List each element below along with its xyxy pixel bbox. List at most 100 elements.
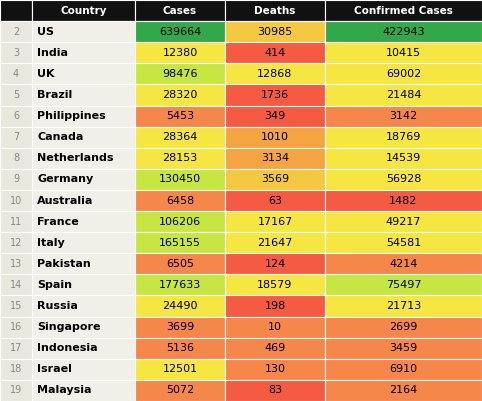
Bar bbox=[0, 253, 32, 274]
Text: 15: 15 bbox=[10, 301, 22, 311]
Text: 17167: 17167 bbox=[257, 217, 293, 227]
Bar bbox=[135, 21, 225, 42]
Bar bbox=[32, 127, 135, 148]
Text: 28153: 28153 bbox=[162, 153, 198, 163]
Bar bbox=[325, 169, 482, 190]
Bar bbox=[135, 211, 225, 232]
Bar bbox=[325, 274, 482, 296]
Text: 165155: 165155 bbox=[159, 238, 201, 248]
Bar bbox=[32, 169, 135, 190]
Bar bbox=[0, 296, 32, 316]
Bar bbox=[135, 338, 225, 359]
Bar bbox=[32, 190, 135, 211]
Text: 63: 63 bbox=[268, 196, 282, 205]
Bar bbox=[225, 274, 325, 296]
Text: 6910: 6910 bbox=[389, 365, 417, 375]
Bar bbox=[225, 211, 325, 232]
Text: 198: 198 bbox=[264, 301, 286, 311]
Text: Pakistan: Pakistan bbox=[37, 259, 91, 269]
Bar bbox=[325, 148, 482, 169]
Text: 16: 16 bbox=[10, 322, 22, 332]
Text: 21713: 21713 bbox=[386, 301, 421, 311]
Text: Russia: Russia bbox=[37, 301, 78, 311]
Bar bbox=[135, 0, 225, 21]
Text: 12501: 12501 bbox=[162, 365, 198, 375]
Bar bbox=[225, 316, 325, 338]
Text: 17: 17 bbox=[10, 343, 22, 353]
Bar bbox=[135, 85, 225, 105]
Bar bbox=[135, 105, 225, 127]
Text: 10415: 10415 bbox=[386, 48, 421, 58]
Bar bbox=[135, 296, 225, 316]
Text: 18579: 18579 bbox=[257, 280, 293, 290]
Bar bbox=[225, 42, 325, 63]
Bar bbox=[325, 296, 482, 316]
Text: Malaysia: Malaysia bbox=[37, 385, 92, 395]
Text: 10: 10 bbox=[268, 322, 282, 332]
Bar bbox=[32, 42, 135, 63]
Bar bbox=[325, 359, 482, 380]
Text: 6505: 6505 bbox=[166, 259, 194, 269]
Text: 18769: 18769 bbox=[386, 132, 421, 142]
Text: Canada: Canada bbox=[37, 132, 83, 142]
Text: 6458: 6458 bbox=[166, 196, 194, 205]
Bar bbox=[325, 190, 482, 211]
Bar bbox=[135, 169, 225, 190]
Text: 422943: 422943 bbox=[382, 26, 425, 36]
Text: 177633: 177633 bbox=[159, 280, 201, 290]
Bar bbox=[32, 211, 135, 232]
Bar bbox=[135, 274, 225, 296]
Bar bbox=[325, 105, 482, 127]
Bar bbox=[225, 296, 325, 316]
Text: 2699: 2699 bbox=[389, 322, 418, 332]
Bar bbox=[32, 274, 135, 296]
Text: 130450: 130450 bbox=[159, 174, 201, 184]
Bar bbox=[225, 85, 325, 105]
Bar bbox=[0, 127, 32, 148]
Text: 2: 2 bbox=[13, 26, 19, 36]
Bar bbox=[32, 316, 135, 338]
Bar bbox=[0, 42, 32, 63]
Text: Deaths: Deaths bbox=[254, 6, 295, 16]
Text: UK: UK bbox=[37, 69, 54, 79]
Bar bbox=[225, 169, 325, 190]
Bar bbox=[32, 85, 135, 105]
Bar bbox=[325, 211, 482, 232]
Bar bbox=[225, 127, 325, 148]
Bar bbox=[135, 63, 225, 85]
Bar bbox=[32, 148, 135, 169]
Bar bbox=[225, 21, 325, 42]
Text: 14: 14 bbox=[10, 280, 22, 290]
Bar bbox=[135, 42, 225, 63]
Text: 349: 349 bbox=[264, 111, 286, 121]
Text: 10: 10 bbox=[10, 196, 22, 205]
Bar bbox=[225, 338, 325, 359]
Text: Australia: Australia bbox=[37, 196, 94, 205]
Text: 1482: 1482 bbox=[389, 196, 418, 205]
Bar bbox=[225, 105, 325, 127]
Bar bbox=[0, 169, 32, 190]
Text: 5453: 5453 bbox=[166, 111, 194, 121]
Text: 4214: 4214 bbox=[389, 259, 418, 269]
Bar bbox=[0, 274, 32, 296]
Bar bbox=[0, 63, 32, 85]
Text: 5136: 5136 bbox=[166, 343, 194, 353]
Bar bbox=[32, 338, 135, 359]
Text: 6: 6 bbox=[13, 111, 19, 121]
Text: Cases: Cases bbox=[163, 6, 197, 16]
Bar bbox=[0, 316, 32, 338]
Text: Italy: Italy bbox=[37, 238, 65, 248]
Bar bbox=[0, 0, 32, 21]
Bar bbox=[225, 148, 325, 169]
Text: 5072: 5072 bbox=[166, 385, 194, 395]
Bar bbox=[135, 148, 225, 169]
Text: 106206: 106206 bbox=[159, 217, 201, 227]
Text: France: France bbox=[37, 217, 79, 227]
Text: Netherlands: Netherlands bbox=[37, 153, 113, 163]
Text: 56928: 56928 bbox=[386, 174, 421, 184]
Text: 3569: 3569 bbox=[261, 174, 289, 184]
Text: 2164: 2164 bbox=[389, 385, 417, 395]
Bar bbox=[32, 380, 135, 401]
Text: 3699: 3699 bbox=[166, 322, 194, 332]
Text: 14539: 14539 bbox=[386, 153, 421, 163]
